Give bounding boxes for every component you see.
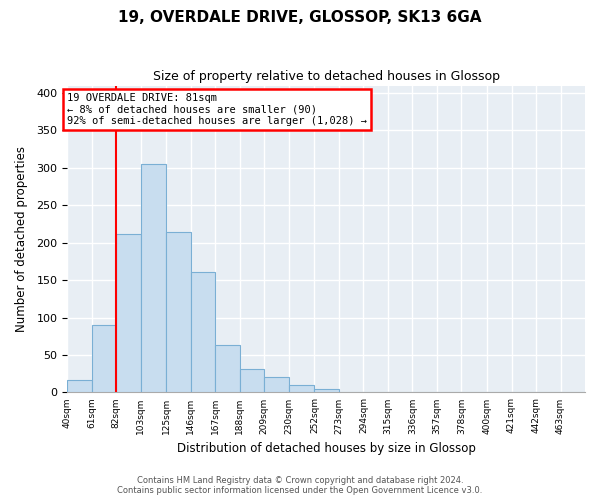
Bar xyxy=(140,164,166,392)
Bar xyxy=(67,380,92,392)
Bar xyxy=(116,234,140,392)
Bar xyxy=(240,369,264,392)
Bar xyxy=(289,385,314,392)
Bar xyxy=(191,272,215,392)
Bar xyxy=(215,344,240,393)
X-axis label: Distribution of detached houses by size in Glossop: Distribution of detached houses by size … xyxy=(176,442,476,455)
Text: 19, OVERDALE DRIVE, GLOSSOP, SK13 6GA: 19, OVERDALE DRIVE, GLOSSOP, SK13 6GA xyxy=(118,10,482,25)
Text: 19 OVERDALE DRIVE: 81sqm
← 8% of detached houses are smaller (90)
92% of semi-de: 19 OVERDALE DRIVE: 81sqm ← 8% of detache… xyxy=(67,93,367,126)
Bar xyxy=(166,232,191,392)
Text: Contains HM Land Registry data © Crown copyright and database right 2024.
Contai: Contains HM Land Registry data © Crown c… xyxy=(118,476,482,495)
Bar xyxy=(264,378,289,392)
Y-axis label: Number of detached properties: Number of detached properties xyxy=(15,146,28,332)
Bar xyxy=(314,390,339,392)
Bar xyxy=(92,325,116,392)
Title: Size of property relative to detached houses in Glossop: Size of property relative to detached ho… xyxy=(152,70,500,83)
